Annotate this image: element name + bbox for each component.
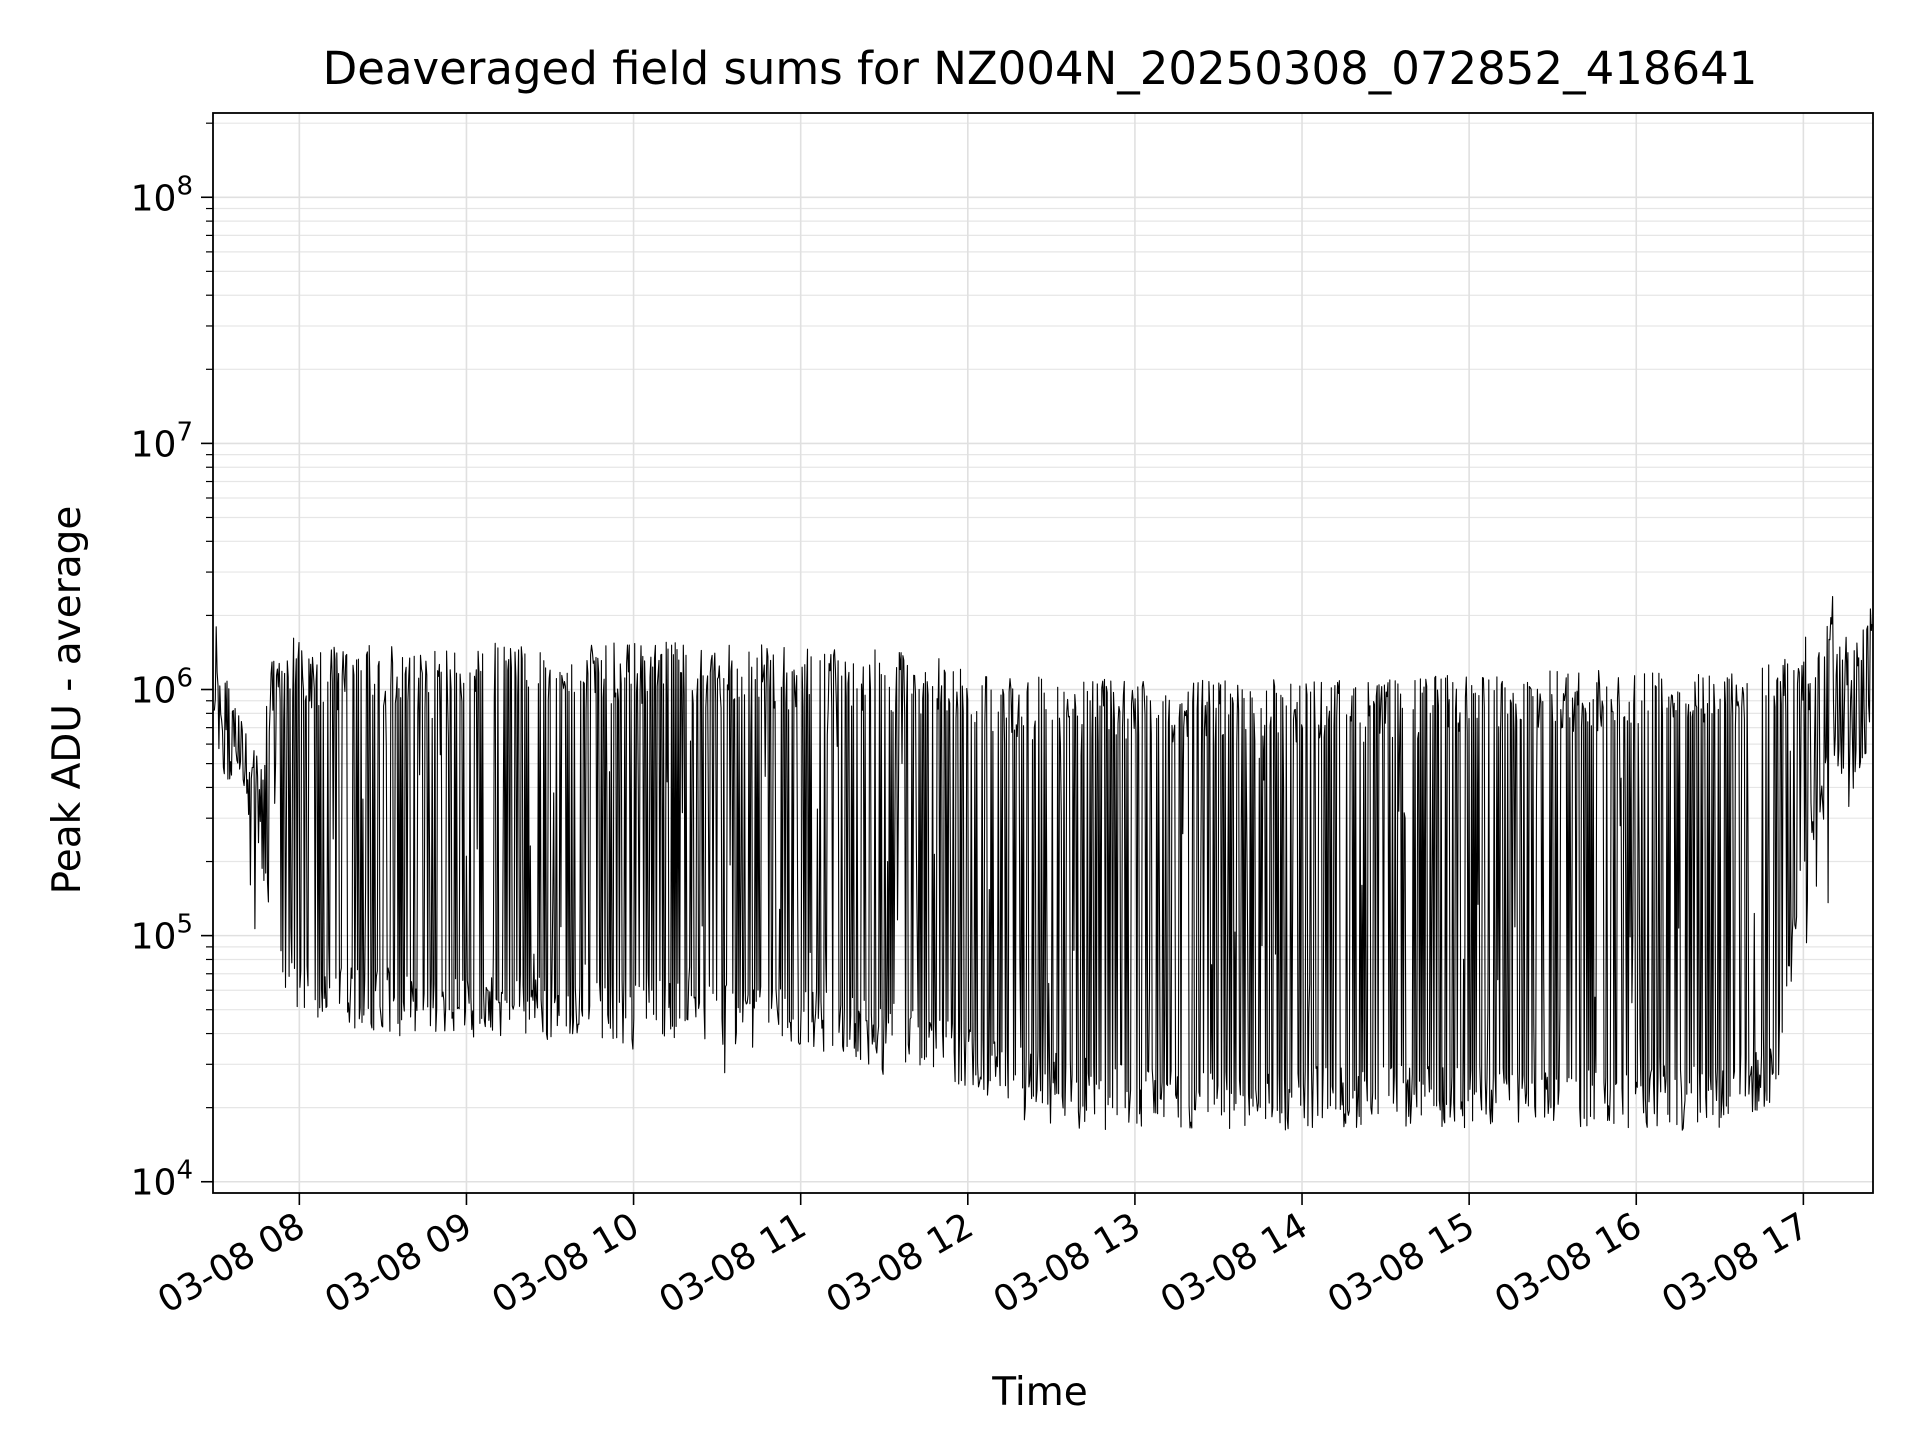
plot-frame — [212, 112, 1874, 1194]
series-group — [213, 595, 1873, 1131]
chart-title: Deaveraged field sums for NZ004N_2025030… — [323, 42, 1758, 95]
x-tick-label: 03-08 17 — [1655, 1205, 1816, 1321]
x-axis-label: Time — [991, 1370, 1087, 1415]
y-tick-label: 104 — [131, 1156, 193, 1204]
y-tick-label: 106 — [131, 664, 193, 712]
x-tick-label: 03-08 10 — [485, 1205, 646, 1321]
series-line — [213, 595, 1873, 1131]
y-tick-label: 108 — [131, 171, 193, 219]
x-tick-label: 03-08 15 — [1321, 1205, 1482, 1321]
y-tick-label: 105 — [131, 910, 193, 958]
x-tick-label: 03-08 14 — [1154, 1205, 1315, 1321]
x-tick-label: 03-08 16 — [1488, 1205, 1649, 1321]
x-tick-label: 03-08 08 — [151, 1205, 312, 1321]
x-tick-label: 03-08 13 — [987, 1205, 1148, 1321]
x-tick-label: 03-08 09 — [318, 1205, 479, 1321]
y-axis-ticks: 104 105 106 107 108 — [131, 122, 213, 1204]
x-tick-label: 03-08 11 — [653, 1205, 814, 1321]
y-tick-label: 107 — [131, 417, 193, 465]
y-axis-label: Peak ADU - average — [45, 506, 90, 895]
x-axis-ticks: 03-08 08 03-08 09 03-08 10 03-08 11 03-08 12… — [151, 1193, 1816, 1322]
x-tick-label: 03-08 12 — [820, 1205, 981, 1321]
